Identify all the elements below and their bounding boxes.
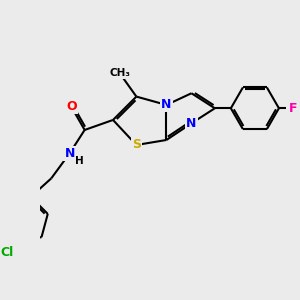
Text: S: S [132,139,141,152]
Text: N: N [64,147,75,160]
Text: N: N [161,98,172,111]
Text: O: O [66,100,76,113]
Text: F: F [289,102,297,115]
Text: H: H [75,156,83,166]
Text: Cl: Cl [0,246,13,259]
Text: CH₃: CH₃ [109,68,130,78]
Text: N: N [186,117,197,130]
